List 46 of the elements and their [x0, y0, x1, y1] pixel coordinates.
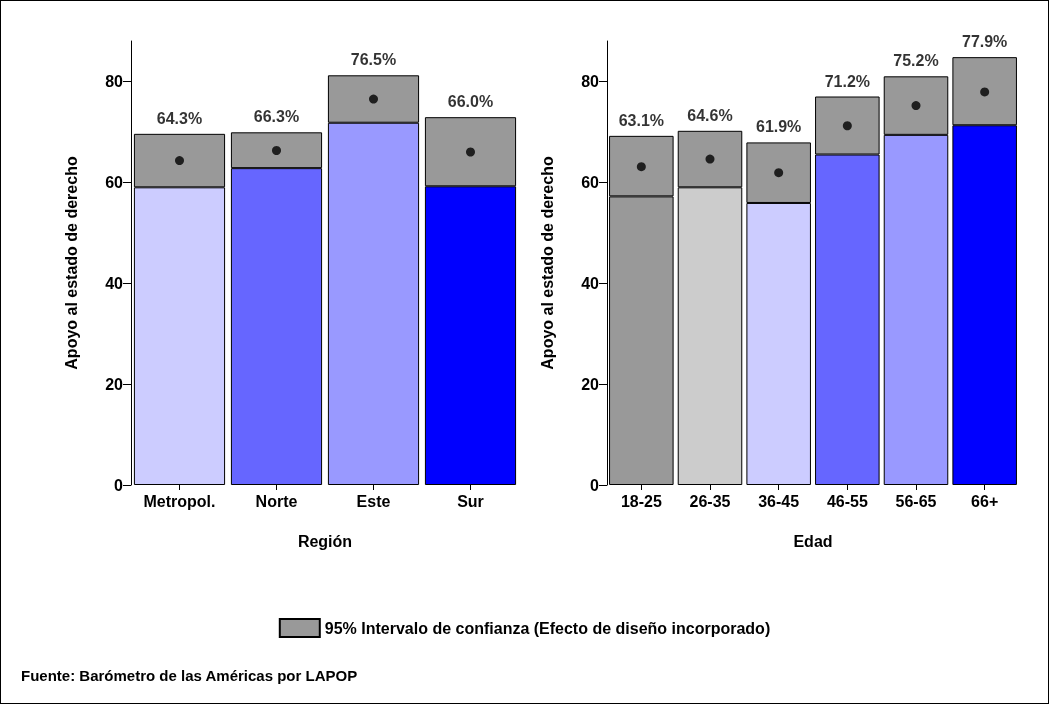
- data-label: 77.9%: [961, 33, 1008, 51]
- y-tick-label: 40: [105, 274, 124, 292]
- data-label: 75.2%: [893, 52, 939, 70]
- x-tick-label: Sur: [457, 492, 484, 510]
- data-label: 66.0%: [447, 93, 494, 111]
- y-axis-title: Apoyo al estado de derecho: [538, 156, 556, 370]
- data-label: 61.9%: [755, 118, 802, 136]
- data-label: 76.5%: [350, 51, 397, 69]
- point: [911, 101, 921, 111]
- x-tick-label: Este: [356, 492, 391, 510]
- x-tick-label: Metropol.: [143, 492, 216, 510]
- source-note: Fuente: Barómetro de las Américas por LAPOP: [21, 667, 358, 684]
- y-axis-title: Apoyo al estado de derecho: [62, 156, 80, 370]
- x-tick-label: 46-55: [826, 492, 868, 510]
- point: [705, 154, 715, 164]
- x-tick-label: 36-45: [758, 492, 800, 510]
- point: [175, 156, 184, 166]
- y-tick-label: 20: [581, 375, 600, 393]
- y-tick-label: 0: [114, 476, 124, 494]
- y-tick-label: 40: [581, 274, 600, 292]
- x-axis-title: Edad: [793, 532, 833, 550]
- data-label: 64.3%: [156, 109, 203, 127]
- point: [842, 121, 852, 131]
- point: [466, 147, 475, 157]
- y-tick-label: 60: [105, 173, 124, 191]
- point: [636, 162, 646, 172]
- point: [272, 145, 281, 155]
- y-tick-label: 80: [105, 72, 124, 90]
- y-tick-label: 60: [581, 173, 600, 191]
- legend-label: 95% Intervalo de confianza (Efecto de diseño incorporado): [324, 619, 771, 637]
- x-tick-label: Norte: [255, 492, 298, 510]
- x-tick-label: 26-35: [689, 492, 731, 510]
- x-tick-label: 18-25: [620, 492, 662, 510]
- point: [369, 94, 378, 104]
- point: [980, 87, 990, 97]
- x-tick-label: 66+: [971, 492, 999, 510]
- y-tick-label: 80: [581, 72, 600, 90]
- data-label: 66.3%: [253, 108, 300, 126]
- data-label: 71.2%: [824, 72, 871, 90]
- y-tick-label: 20: [105, 375, 124, 393]
- point: [774, 168, 784, 178]
- data-label: 64.6%: [687, 106, 733, 124]
- x-axis-title: Región: [297, 532, 353, 550]
- x-tick-label: 56-65: [895, 492, 937, 510]
- data-label: 63.1%: [618, 111, 665, 129]
- y-tick-label: 0: [590, 476, 600, 494]
